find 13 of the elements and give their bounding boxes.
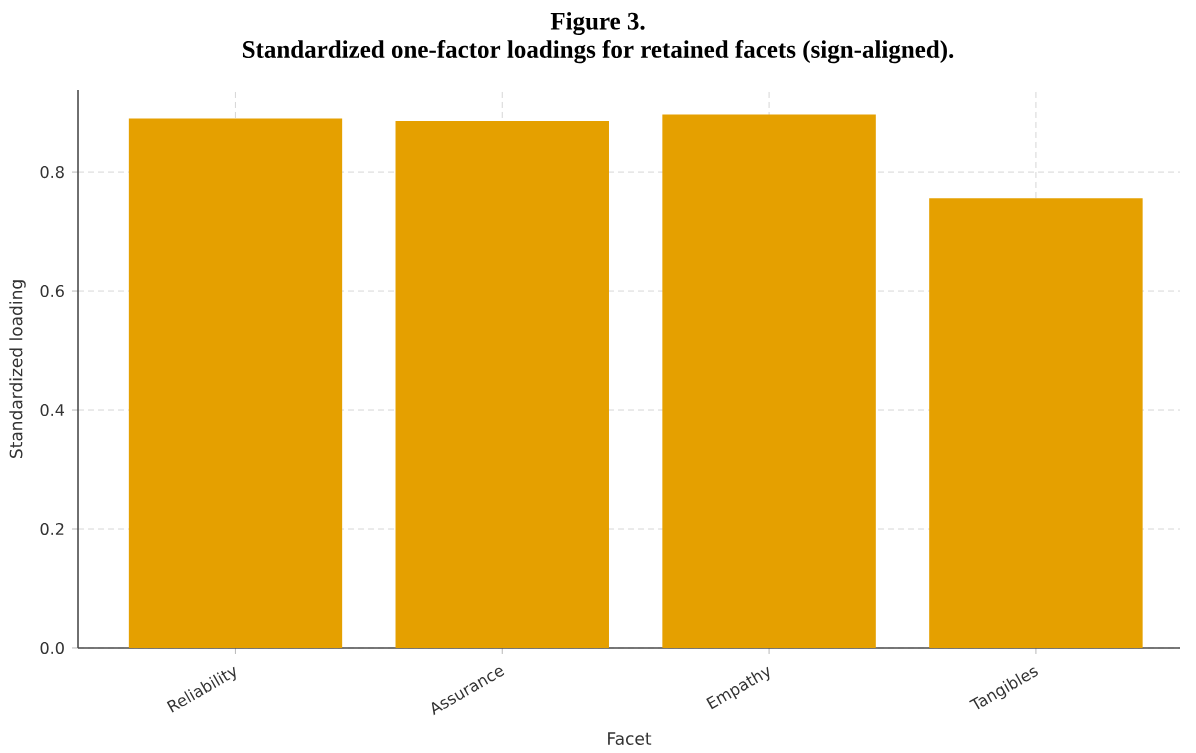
chart-subtitle: Standardized one-factor loadings for retained facets (sign-aligned). [242,40,954,64]
y-tick-label: 0.0 [40,641,64,655]
y-tick-label: 0.8 [40,166,64,179]
y-tick-label: 0.2 [40,522,64,536]
bar [662,114,876,648]
bar [128,118,343,648]
chart-title: Figure 3. [550,12,645,35]
y-tick-label: 0.4 [40,403,65,417]
y-axis-title: Standardized loading [9,280,26,458]
bar [929,198,1143,648]
y-tick-label: 0.6 [40,284,64,298]
x-axis-title: Facet [608,732,652,745]
bar [395,120,609,648]
